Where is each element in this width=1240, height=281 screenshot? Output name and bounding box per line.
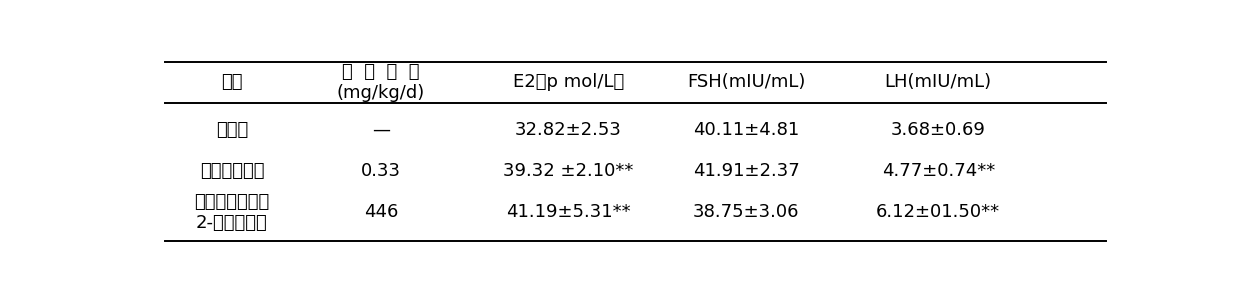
Text: 6.12±01.50**: 6.12±01.50** [877,203,1001,221]
Text: 正常组: 正常组 [216,121,248,139]
Text: 给  药  剂  量
(mg/kg/d): 给 药 剂 量 (mg/kg/d) [337,63,425,102]
Text: E2（p mol/L）: E2（p mol/L） [512,73,624,91]
Text: 0.33: 0.33 [361,162,401,180]
Text: 戊酸雌二醇组: 戊酸雌二醇组 [200,162,264,180]
Text: 446: 446 [363,203,398,221]
Text: 41.91±2.37: 41.91±2.37 [693,162,800,180]
Text: 3.68±0.69: 3.68±0.69 [890,121,986,139]
Text: 38.75±3.06: 38.75±3.06 [693,203,800,221]
Text: 41.19±5.31**: 41.19±5.31** [506,203,631,221]
Text: —: — [372,121,389,139]
Text: LH(mIU/mL): LH(mIU/mL) [884,73,992,91]
Text: 39.32 ±2.10**: 39.32 ±2.10** [503,162,634,180]
Text: FSH(mIU/mL): FSH(mIU/mL) [687,73,805,91]
Text: 40.11±4.81: 40.11±4.81 [693,121,799,139]
Text: 北葶苈子中提取
2-苯乙酰胺组: 北葶苈子中提取 2-苯乙酰胺组 [195,193,269,232]
Text: 分组: 分组 [221,73,243,91]
Text: 32.82±2.53: 32.82±2.53 [515,121,621,139]
Text: 4.77±0.74**: 4.77±0.74** [882,162,994,180]
